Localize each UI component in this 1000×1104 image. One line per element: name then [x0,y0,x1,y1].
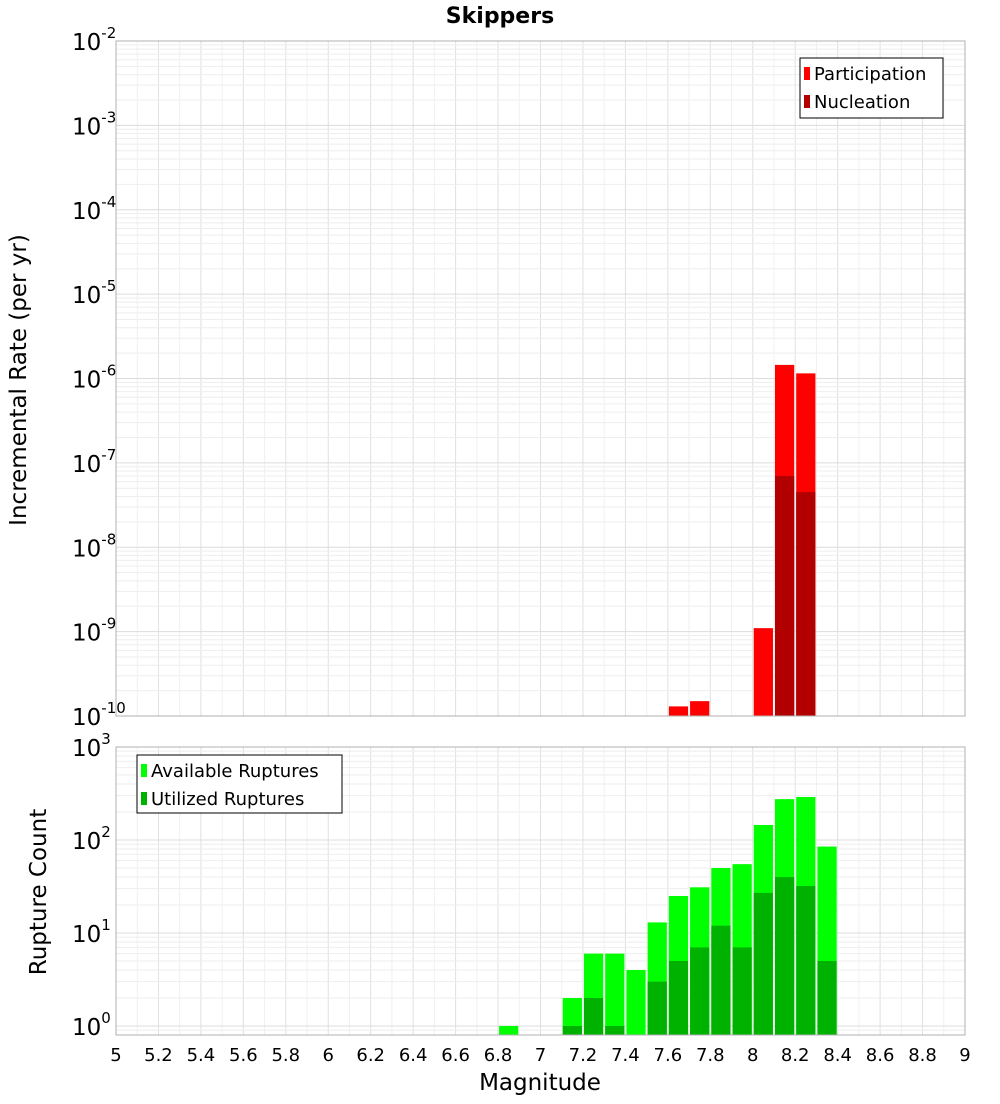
top-y-tick-label: 10-2 [72,24,116,56]
bar [774,877,795,1035]
x-tick-label: 7 [535,1045,546,1066]
top-grid [115,40,966,717]
bar [796,492,816,716]
x-tick-label: 6.4 [399,1045,428,1066]
legend-swatch [804,95,810,108]
bar [711,925,731,1035]
top-y-tick-label: 10-3 [72,108,116,140]
bar [562,997,582,1035]
bottom-y-axis-label: Rupture Count [26,809,52,975]
x-tick-label: 5.8 [271,1045,300,1066]
bottom-y-tick-label: 103 [72,730,111,762]
legend-box [136,754,343,814]
top-legend: Participation Nucleation [799,57,944,119]
x-tick-label: 7.8 [696,1045,725,1066]
top-y-tick-label: 10-7 [72,446,116,478]
legend-label: Available Ruptures [151,761,319,782]
legend-swatch [141,764,147,777]
x-tick-label: 8 [747,1045,758,1066]
x-tick-label: 8.8 [908,1045,937,1066]
x-tick-label: 5.4 [187,1045,216,1066]
x-tick-label: 8.6 [866,1045,895,1066]
top-y-tick-label: 10-6 [72,362,116,394]
top-y-tick-label: 10-9 [72,615,116,647]
bottom-legend: Available Ruptures Utilized Ruptures [136,754,343,814]
x-tick-label: 5 [110,1045,121,1066]
bar [647,981,667,1035]
top-y-tick-label: 10-5 [72,277,116,309]
bar [605,953,625,1035]
x-tick-label: 7.6 [654,1045,683,1066]
bar [668,960,689,1035]
bar [817,960,837,1035]
x-tick-label: 6.8 [484,1045,513,1066]
bar [774,475,795,716]
legend-label: Participation [814,64,926,85]
bar [562,1025,582,1035]
top-y-tick-label: 10-10 [72,699,126,731]
bottom-y-tick-label: 102 [72,823,111,855]
bottom-y-tick-label: 101 [72,916,111,948]
legend-swatch [141,792,147,805]
x-tick-label: 6.2 [356,1045,385,1066]
x-tick-label: 6 [323,1045,334,1066]
legend-box [799,57,944,119]
top-y-tick-label: 10-4 [72,193,116,225]
bar [732,947,752,1035]
bottom-series-utilized-ruptures [562,877,837,1035]
bar [605,1025,625,1035]
x-tick-label: 5.6 [229,1045,258,1066]
legend-label: Utilized Ruptures [151,789,304,810]
legend-swatch [804,67,810,80]
top-y-axis-label: Incremental Rate (per yr) [6,234,32,526]
top-plot-frame [115,40,966,717]
bar [690,947,710,1035]
x-tick-label: 7.2 [569,1045,598,1066]
bar [626,969,646,1035]
bar [690,701,710,716]
bar [583,997,604,1035]
x-tick-label: 6.6 [441,1045,470,1066]
bar [753,892,773,1035]
top-series-nucleation [774,475,816,716]
x-tick-label: 5.2 [144,1045,173,1066]
bar [499,1025,519,1035]
bar [668,706,689,716]
chart-title: Skippers [446,4,554,29]
top-y-tick-label: 10-8 [72,530,116,562]
bottom-plot-frame [115,746,966,1036]
bottom-y-tick-label: 100 [72,1009,111,1041]
x-tick-label: 9 [959,1045,970,1066]
x-tick-label: 8.2 [781,1045,810,1066]
bar [753,628,773,716]
x-tick-label: 7.4 [611,1045,640,1066]
x-tick-label: 8.4 [823,1045,852,1066]
legend-label: Nucleation [814,92,910,113]
x-axis-label: Magnitude [479,1070,601,1096]
bar [796,886,816,1035]
